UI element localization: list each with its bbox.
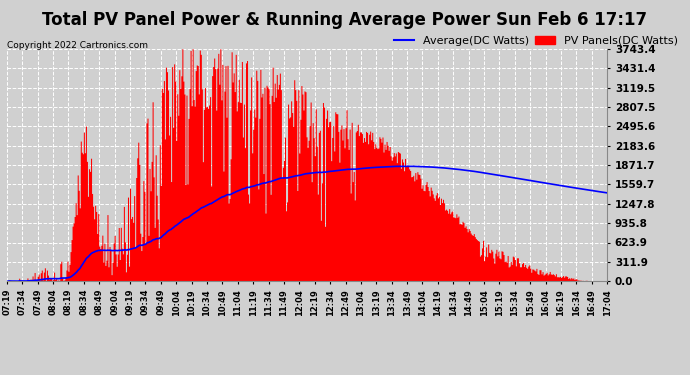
Text: Copyright 2022 Cartronics.com: Copyright 2022 Cartronics.com bbox=[7, 41, 148, 50]
Legend: Average(DC Watts), PV Panels(DC Watts): Average(DC Watts), PV Panels(DC Watts) bbox=[394, 36, 678, 45]
Text: Total PV Panel Power & Running Average Power Sun Feb 6 17:17: Total PV Panel Power & Running Average P… bbox=[43, 11, 647, 29]
